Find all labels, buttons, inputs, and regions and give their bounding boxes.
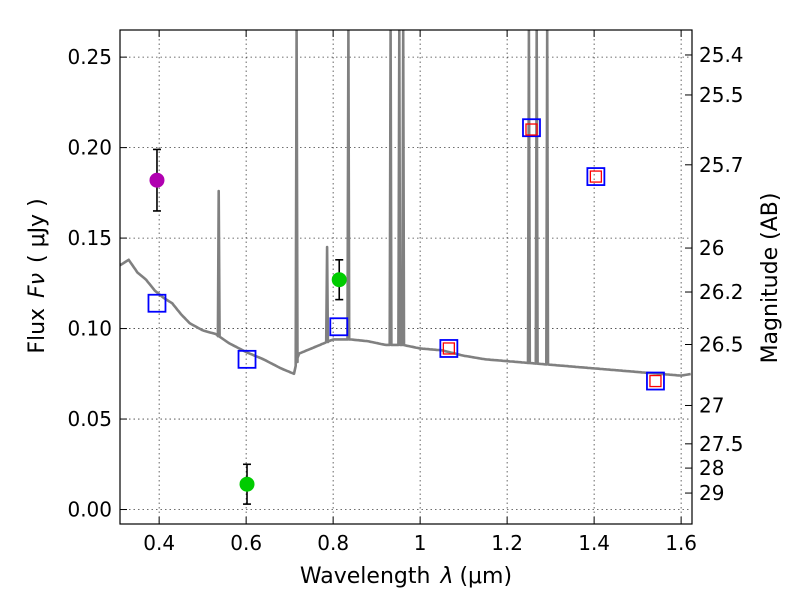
y-axis-title-symbol: Fν <box>25 273 50 298</box>
y-tick-label: 0.15 <box>67 226 112 250</box>
observed-point-marker <box>239 476 255 492</box>
axis-ticks: 0.4 0.6 0.8 1 1.2 1.4 1.6 0.00 0.05 0.10 0.15 0.20 0… <box>67 30 744 555</box>
observed-red-marker <box>525 123 538 136</box>
model-spectrum-line <box>120 30 691 377</box>
x-tick-label: 1.2 <box>491 531 523 555</box>
observed-red-marker <box>649 374 662 388</box>
x-tick-label: 0.8 <box>317 531 349 555</box>
y-axis-title-units: ( μJy ) <box>25 198 50 263</box>
magnitude-tick-label: 25.5 <box>699 83 744 107</box>
y-tick-label: 0.05 <box>67 407 112 431</box>
x-tick-label: 1.6 <box>665 531 697 555</box>
x-axis-title-units: (μm) <box>459 564 512 589</box>
y-tick-label: 0.00 <box>67 498 112 522</box>
plot-frame <box>119 29 693 525</box>
magnitude-tick-label: 26.2 <box>699 280 744 304</box>
grid-lines <box>120 30 692 524</box>
photometry-points <box>147 118 665 505</box>
x-axis-title: Wavelength λ (μm) <box>300 564 512 589</box>
y-axis-title: Flux Fν ( μJy ) <box>25 198 50 353</box>
model-photometry-marker <box>646 371 665 391</box>
magnitude-tick-label: 27 <box>699 393 724 417</box>
model-spectrum <box>120 30 691 377</box>
x-tick-label: 0.4 <box>143 531 175 555</box>
x-tick-label: 1.4 <box>578 531 610 555</box>
model-photometry-marker <box>586 167 606 186</box>
magnitude-tick-label: 25.7 <box>699 153 744 177</box>
x-axis-title-symbol: λ <box>439 564 453 589</box>
magnitude-tick-label: 25.4 <box>699 43 744 67</box>
observed-point-marker <box>149 172 165 188</box>
x-tick-label: 0.6 <box>230 531 262 555</box>
model-photometry-marker <box>522 118 541 138</box>
x-tick-label: 1 <box>414 531 427 555</box>
model-photometry-marker <box>329 317 349 337</box>
observed-red-marker <box>589 170 603 183</box>
x-axis-title-text: Wavelength <box>300 564 431 589</box>
model-photometry-marker <box>237 349 257 369</box>
y-tick-label: 0.20 <box>67 136 112 160</box>
magnitude-tick-label: 29 <box>699 481 724 505</box>
magnitude-tick-label: 27.5 <box>699 432 744 456</box>
y-tick-label: 0.10 <box>67 317 112 341</box>
observed-red-marker <box>442 342 455 355</box>
magnitude-tick-label: 28 <box>699 456 724 480</box>
model-photometry-marker <box>147 293 167 313</box>
magnitude-tick-label: 26.5 <box>699 332 744 356</box>
model-photometry-marker <box>439 339 459 358</box>
magnitude-tick-label: 26 <box>699 236 724 260</box>
y-tick-label: 0.25 <box>67 45 112 69</box>
magnitude-axis-title: Magnitude (AB) <box>758 193 783 364</box>
y-axis-title-text: Flux <box>25 308 50 354</box>
observed-point-marker <box>331 272 347 288</box>
